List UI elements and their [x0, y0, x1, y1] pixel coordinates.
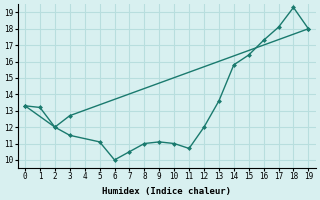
- X-axis label: Humidex (Indice chaleur): Humidex (Indice chaleur): [102, 187, 231, 196]
